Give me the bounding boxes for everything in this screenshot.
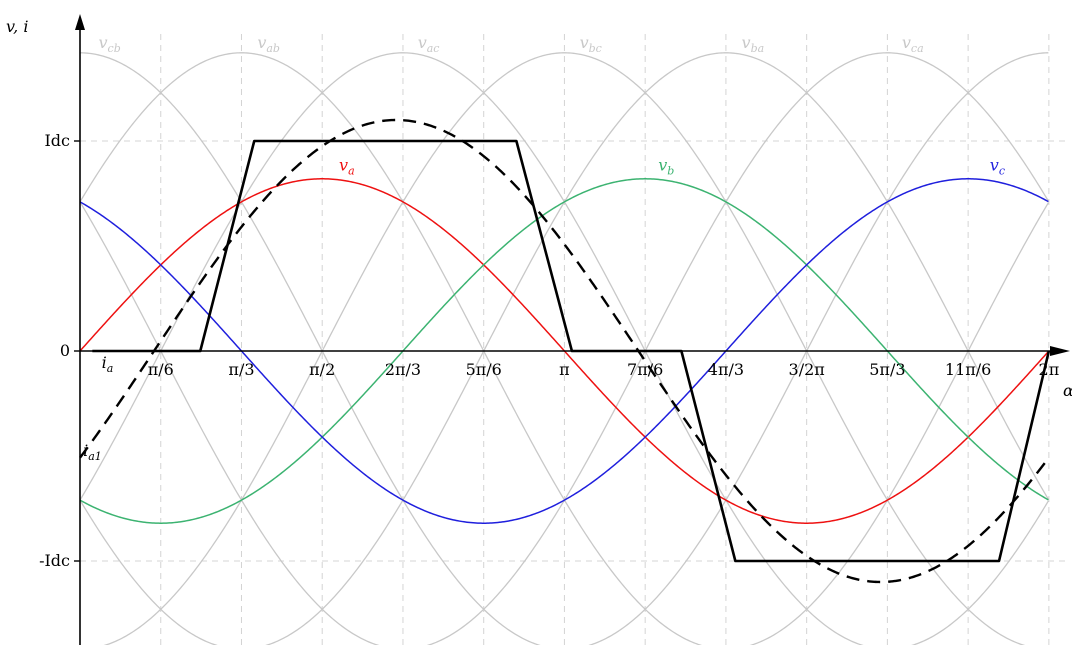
labels: vcb vab vac vbc vba vca va vb vc ia ia1 Idc 0 -Idc π/6… xyxy=(6,17,1072,570)
x-tick-label-9: 5π/3 xyxy=(869,360,905,379)
label-vac: vac xyxy=(418,33,440,55)
label-vab: vab xyxy=(257,33,280,55)
x-tick-label-4: 5π/6 xyxy=(466,360,502,379)
x-tick-label-3: 2π/3 xyxy=(385,360,421,379)
x-tick-label-2: π/2 xyxy=(309,360,335,379)
x-tick-label-8: 3/2π xyxy=(789,360,825,379)
y-tick-label-1: 0 xyxy=(60,341,70,360)
y-axis-arrow xyxy=(75,14,85,30)
x-axis-title: α xyxy=(1063,381,1072,400)
x-tick-label-5: π xyxy=(559,360,570,379)
y-tick-label-2: -Idc xyxy=(39,551,70,570)
y-axis-title: v, i xyxy=(6,17,28,36)
label-ia: ia xyxy=(102,353,114,375)
x-axis-arrow xyxy=(1050,346,1070,356)
x-tick-label-0: π/6 xyxy=(148,360,174,379)
label-vcb: vcb xyxy=(99,33,121,55)
x-tick-label-11: 2π xyxy=(1039,360,1060,379)
x-tick-label-7: 4π/3 xyxy=(708,360,744,379)
label-vb: vb xyxy=(658,155,674,177)
label-vbc: vbc xyxy=(580,33,602,55)
label-vca: vca xyxy=(902,33,924,55)
label-vba: vba xyxy=(742,33,765,55)
x-tick-label-10: 11π/6 xyxy=(945,360,991,379)
current-ia1 xyxy=(79,118,1050,584)
x-tick-label-1: π/3 xyxy=(228,360,254,379)
axes xyxy=(74,14,1070,645)
grid xyxy=(80,34,1068,645)
x-tick-label-6: 7π/6 xyxy=(627,360,663,379)
label-va: va xyxy=(339,155,355,177)
label-vc: vc xyxy=(990,155,1005,177)
y-tick-label-0: Idc xyxy=(44,131,70,150)
label-ia1: ia1 xyxy=(83,441,102,463)
